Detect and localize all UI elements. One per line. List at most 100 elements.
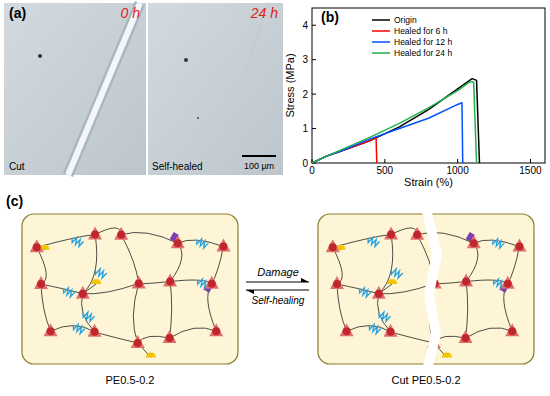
crosslinker: [326, 239, 340, 252]
network-box: [22, 214, 238, 364]
x-tick-label: 0: [309, 165, 315, 176]
crosslinker: [34, 276, 48, 289]
crosslink-node: [462, 278, 470, 286]
legend-swatch: [372, 30, 390, 32]
crosslink-node: [79, 290, 87, 298]
arrow-label: Self-healing: [252, 295, 305, 306]
panel-label: (c): [6, 193, 23, 209]
crosslinker: [505, 323, 519, 336]
legend-swatch: [372, 41, 390, 43]
crosslink-node: [166, 334, 174, 342]
x-axis-label: Strain (%): [404, 176, 453, 188]
polymer-chain: [83, 235, 97, 294]
hydrogen-bond: [63, 288, 74, 297]
polymer-chain: [121, 235, 139, 284]
crosslinker: [467, 235, 481, 248]
crosslink-node: [135, 279, 143, 287]
end-group: [442, 352, 452, 357]
crosslink-node: [386, 328, 394, 336]
arrow-label: Damage: [257, 266, 299, 278]
crosslinker: [459, 274, 473, 287]
legend-label: Origin: [394, 15, 417, 25]
polymer-chain: [466, 243, 478, 281]
panel-label: (b): [321, 9, 339, 25]
polymer-chain: [390, 332, 433, 343]
arrow-head: [246, 290, 254, 294]
time-label: 0 h: [121, 5, 141, 21]
panel-label: (a): [9, 5, 26, 21]
hydrogen-bond: [359, 288, 371, 297]
crosslink-node: [91, 231, 99, 239]
x-tick: [457, 159, 458, 163]
crosslinker: [501, 276, 515, 289]
series-line: [312, 82, 477, 163]
crosslinker: [209, 323, 223, 336]
polymer-chain: [133, 283, 138, 343]
crosslink-node: [508, 327, 516, 335]
legend-label: Healed for 6 h: [394, 26, 448, 36]
damage-gap: [422, 212, 442, 366]
x-tick-label: 500: [376, 165, 393, 176]
crosslinker: [131, 335, 145, 348]
legend-swatch: [372, 52, 390, 54]
polymer-chain: [466, 328, 513, 338]
crosslink-node: [47, 327, 55, 335]
polymer-chain: [170, 328, 217, 338]
polymer-chain: [337, 284, 347, 331]
hydrogen-bond: [369, 325, 381, 334]
crosslink-node: [166, 278, 174, 286]
polymer-chain: [83, 283, 139, 293]
hydrogen-bond: [197, 239, 209, 248]
arrow-forward: [246, 282, 309, 283]
crosslink-node: [219, 243, 227, 251]
y-tick-label: 0: [302, 158, 308, 169]
crack-edge: [68, 3, 140, 175]
crosslinker: [512, 239, 526, 252]
hydrogen-bond: [493, 239, 505, 248]
crosslink-node: [329, 243, 337, 251]
crosslink-node: [387, 231, 395, 239]
crosslinker: [384, 227, 398, 240]
crosslink-node: [470, 239, 478, 247]
crosslink-node: [90, 328, 98, 336]
time-label: 24 h: [250, 5, 278, 21]
crosslinker: [330, 276, 344, 289]
hydrogen-bond: [72, 237, 84, 246]
crosslink-node: [515, 243, 523, 251]
crosslinker: [88, 227, 102, 240]
hydrogen-bond: [379, 312, 391, 321]
speck: [38, 54, 42, 58]
crosslinker: [340, 323, 354, 336]
x-tick: [530, 159, 531, 163]
plot-frame: [312, 8, 545, 163]
crosslink-node: [212, 327, 220, 335]
crosslinker: [163, 274, 177, 287]
end-group: [387, 279, 397, 284]
crosslinker: [171, 235, 185, 248]
polymer-chain: [466, 282, 468, 339]
x-tick-label: 1500: [519, 165, 542, 176]
speck: [184, 58, 188, 62]
polymer-chain: [41, 284, 51, 331]
crosslinker: [114, 227, 128, 240]
polymer-chain: [94, 332, 137, 343]
crosslinker: [76, 286, 90, 299]
figure: (a)0 h24 hCutSelf-healed100 µm0500100015…: [0, 0, 550, 396]
diagram-caption: Cut PE0.5-0.2: [391, 374, 460, 386]
y-tick: [312, 25, 316, 26]
hydrogen-bond: [368, 237, 380, 246]
scale-bar: [242, 155, 276, 157]
crack: [68, 3, 140, 175]
end-group: [146, 352, 156, 357]
image-caption: Self-healed: [152, 161, 203, 172]
legend-label: Healed for 24 h: [394, 48, 452, 58]
hydrogen-bond: [391, 269, 403, 278]
series-group: [312, 79, 479, 163]
polymer-chain: [170, 282, 172, 339]
crosslink-node: [37, 280, 45, 288]
micrograph-healed: [148, 3, 283, 175]
polymer-chain: [508, 247, 520, 284]
polymer-chain: [417, 232, 474, 243]
arrow-head: [301, 278, 309, 282]
polymer-chain: [82, 294, 95, 332]
